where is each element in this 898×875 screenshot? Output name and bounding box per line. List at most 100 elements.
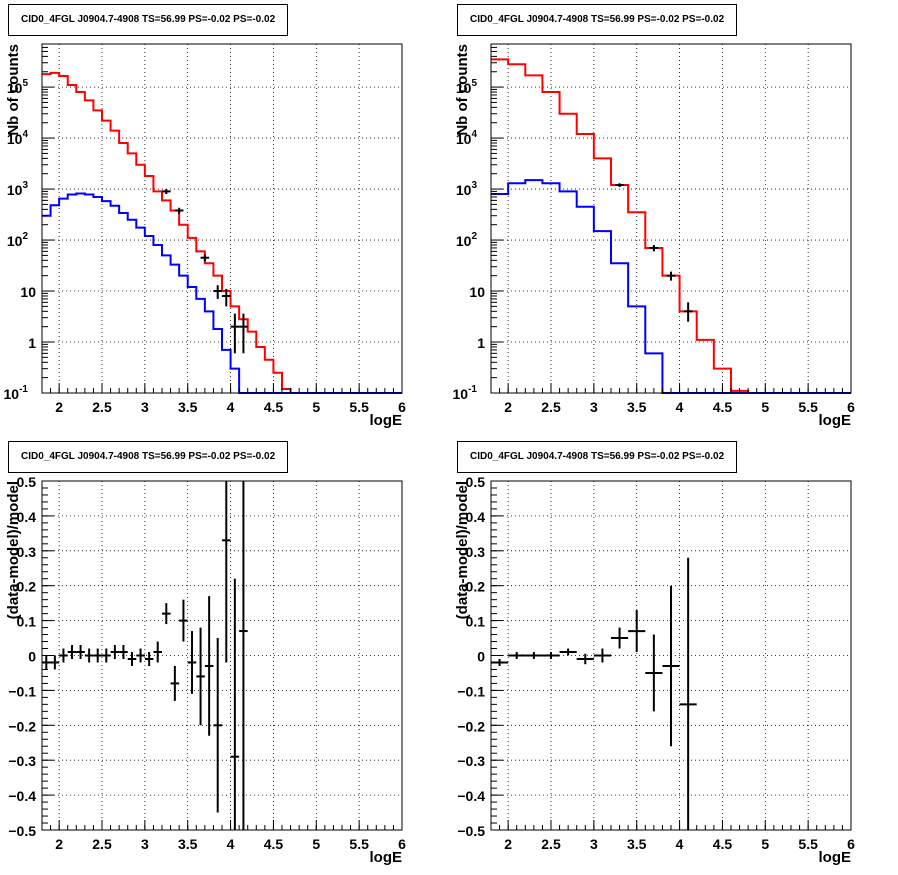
x-tick-label: 4 [227,836,235,852]
data-point [559,648,577,656]
y-tick-exponent: 3 [22,180,28,191]
data-point [179,599,188,642]
data-point [611,627,629,649]
y-tick-label: 10 [20,284,36,300]
y-tick-label: 0.5 [17,474,37,490]
x-tick-label: 4.5 [713,836,733,852]
y-tick-label: 0.1 [17,614,37,630]
data-point [196,627,205,726]
data-point [162,189,171,194]
x-tick-label: 3.5 [178,399,198,415]
data-point [119,645,128,659]
data-point [153,641,162,663]
x-tick-label: 3.5 [178,836,198,852]
x-tick-label: 4.5 [713,399,733,415]
x-tick-label: 2 [504,836,512,852]
x-tick-label: 2.5 [92,399,112,415]
data-point [200,254,210,262]
x-tick-label: 5 [312,836,320,852]
data-point [576,653,594,665]
y-tick-label: 0.4 [466,509,486,525]
x-tick-label: 6 [847,399,855,415]
x-tick-label: 2.5 [541,399,561,415]
y-tick-label: −0.1 [8,683,36,699]
x-tick-label: 5.5 [349,399,369,415]
y-tick-label: 1 [28,335,36,351]
y-tick-label: −0.5 [457,823,485,839]
y-tick-exponent: 4 [471,129,477,140]
y-tick-exponent: 4 [22,129,28,140]
y-axis-title: (data-model)/model [454,481,471,619]
y-tick-label: 1 [477,335,485,351]
chart-panel-bottom-right: CID0_4FGL J0904.7-4908 TS=56.99 PS=-0.02… [449,437,898,875]
data-point [213,638,222,813]
y-tick-label: 0.3 [17,544,37,560]
x-tick-label: 6 [847,836,855,852]
y-tick-exponent: -1 [468,384,477,395]
y-tick-label: −0.2 [457,718,485,734]
data-point [76,645,85,659]
histogram-line [491,179,851,395]
x-tick-label: 2.5 [92,836,112,852]
y-tick-label: −0.1 [457,683,485,699]
x-tick-label: 4 [676,399,684,415]
chart-title: CID0_4FGL J0904.7-4908 TS=56.99 PS=-0.02… [457,4,738,36]
x-tick-label: 3 [141,399,149,415]
y-tick-label: −0.4 [457,788,485,804]
x-tick-label: 4 [227,399,235,415]
chart-panel-top-right: CID0_4FGL J0904.7-4908 TS=56.99 PS=-0.02… [449,0,898,437]
x-tick-label: 4 [676,836,684,852]
x-tick-label: 4.5 [264,836,284,852]
chart-title: CID0_4FGL J0904.7-4908 TS=56.99 PS=-0.02… [457,441,738,473]
x-tick-label: 6 [398,836,406,852]
chart-svg: 2 2.5 3 3.5 4 4.5 5 5.5 610-1110102103104105logE… [453,43,855,429]
plot-area [491,557,697,830]
data-point [213,285,222,299]
data-point [127,652,137,666]
data-point [628,610,646,653]
y-tick-label: 0.3 [466,544,486,560]
axes: 2 2.5 3 3.5 4 4.5 5 5.5 610-1110102103104105logE… [4,43,406,429]
x-tick-label: 5.5 [798,399,818,415]
data-point [679,557,697,830]
data-point [525,652,543,659]
x-tick-label: 5 [312,399,320,415]
plot-area [42,481,248,830]
chart-svg: 2 2.5 3 3.5 4 4.5 5 5.5 6 −0.5 −0.4 −0.3 −0.2 −0.1 0 0.… [454,474,855,866]
data-point [67,645,77,659]
x-tick-label: 3 [141,836,149,852]
plot-area [42,71,402,395]
chart-title: CID0_4FGL J0904.7-4908 TS=56.99 PS=-0.02… [8,4,289,36]
data-point [508,652,526,659]
y-tick-label: 0 [28,649,36,665]
data-point [174,207,184,214]
data-point [187,631,197,694]
x-tick-label: 5.5 [798,836,818,852]
y-tick-label: 0.4 [17,509,37,525]
x-axis-title: logE [370,412,403,429]
y-tick-label: 102 [456,231,478,249]
y-tick-label: 103 [7,180,29,198]
plot-frame [490,43,852,394]
data-point [93,648,102,663]
data-point [230,313,240,354]
x-tick-label: 3.5 [627,836,647,852]
data-point [649,244,659,252]
x-tick-label: 3.5 [627,399,647,415]
y-axis-title: Nb of counts [454,44,471,136]
data-point [239,313,248,354]
chart-svg: 2 2.5 3 3.5 4 4.5 5 5.5 6 −0.5 −0.4 −0.3 −0.2 −0.1 0 0.… [5,474,406,866]
data-point [204,596,214,736]
x-axis-title: logE [819,412,852,429]
y-tick-label: −0.5 [8,823,36,839]
data-point [645,634,663,712]
y-axis-title: Nb of counts [5,44,22,136]
x-tick-label: 5.5 [349,836,369,852]
data-point [615,183,624,187]
data-point [50,655,60,670]
data-point [662,585,680,747]
y-tick-exponent: 3 [471,180,477,191]
histogram-line [42,192,402,395]
chart-panel-bottom-left: CID0_4FGL J0904.7-4908 TS=56.99 PS=-0.02… [0,437,449,875]
y-tick-label: 0.2 [466,579,486,595]
